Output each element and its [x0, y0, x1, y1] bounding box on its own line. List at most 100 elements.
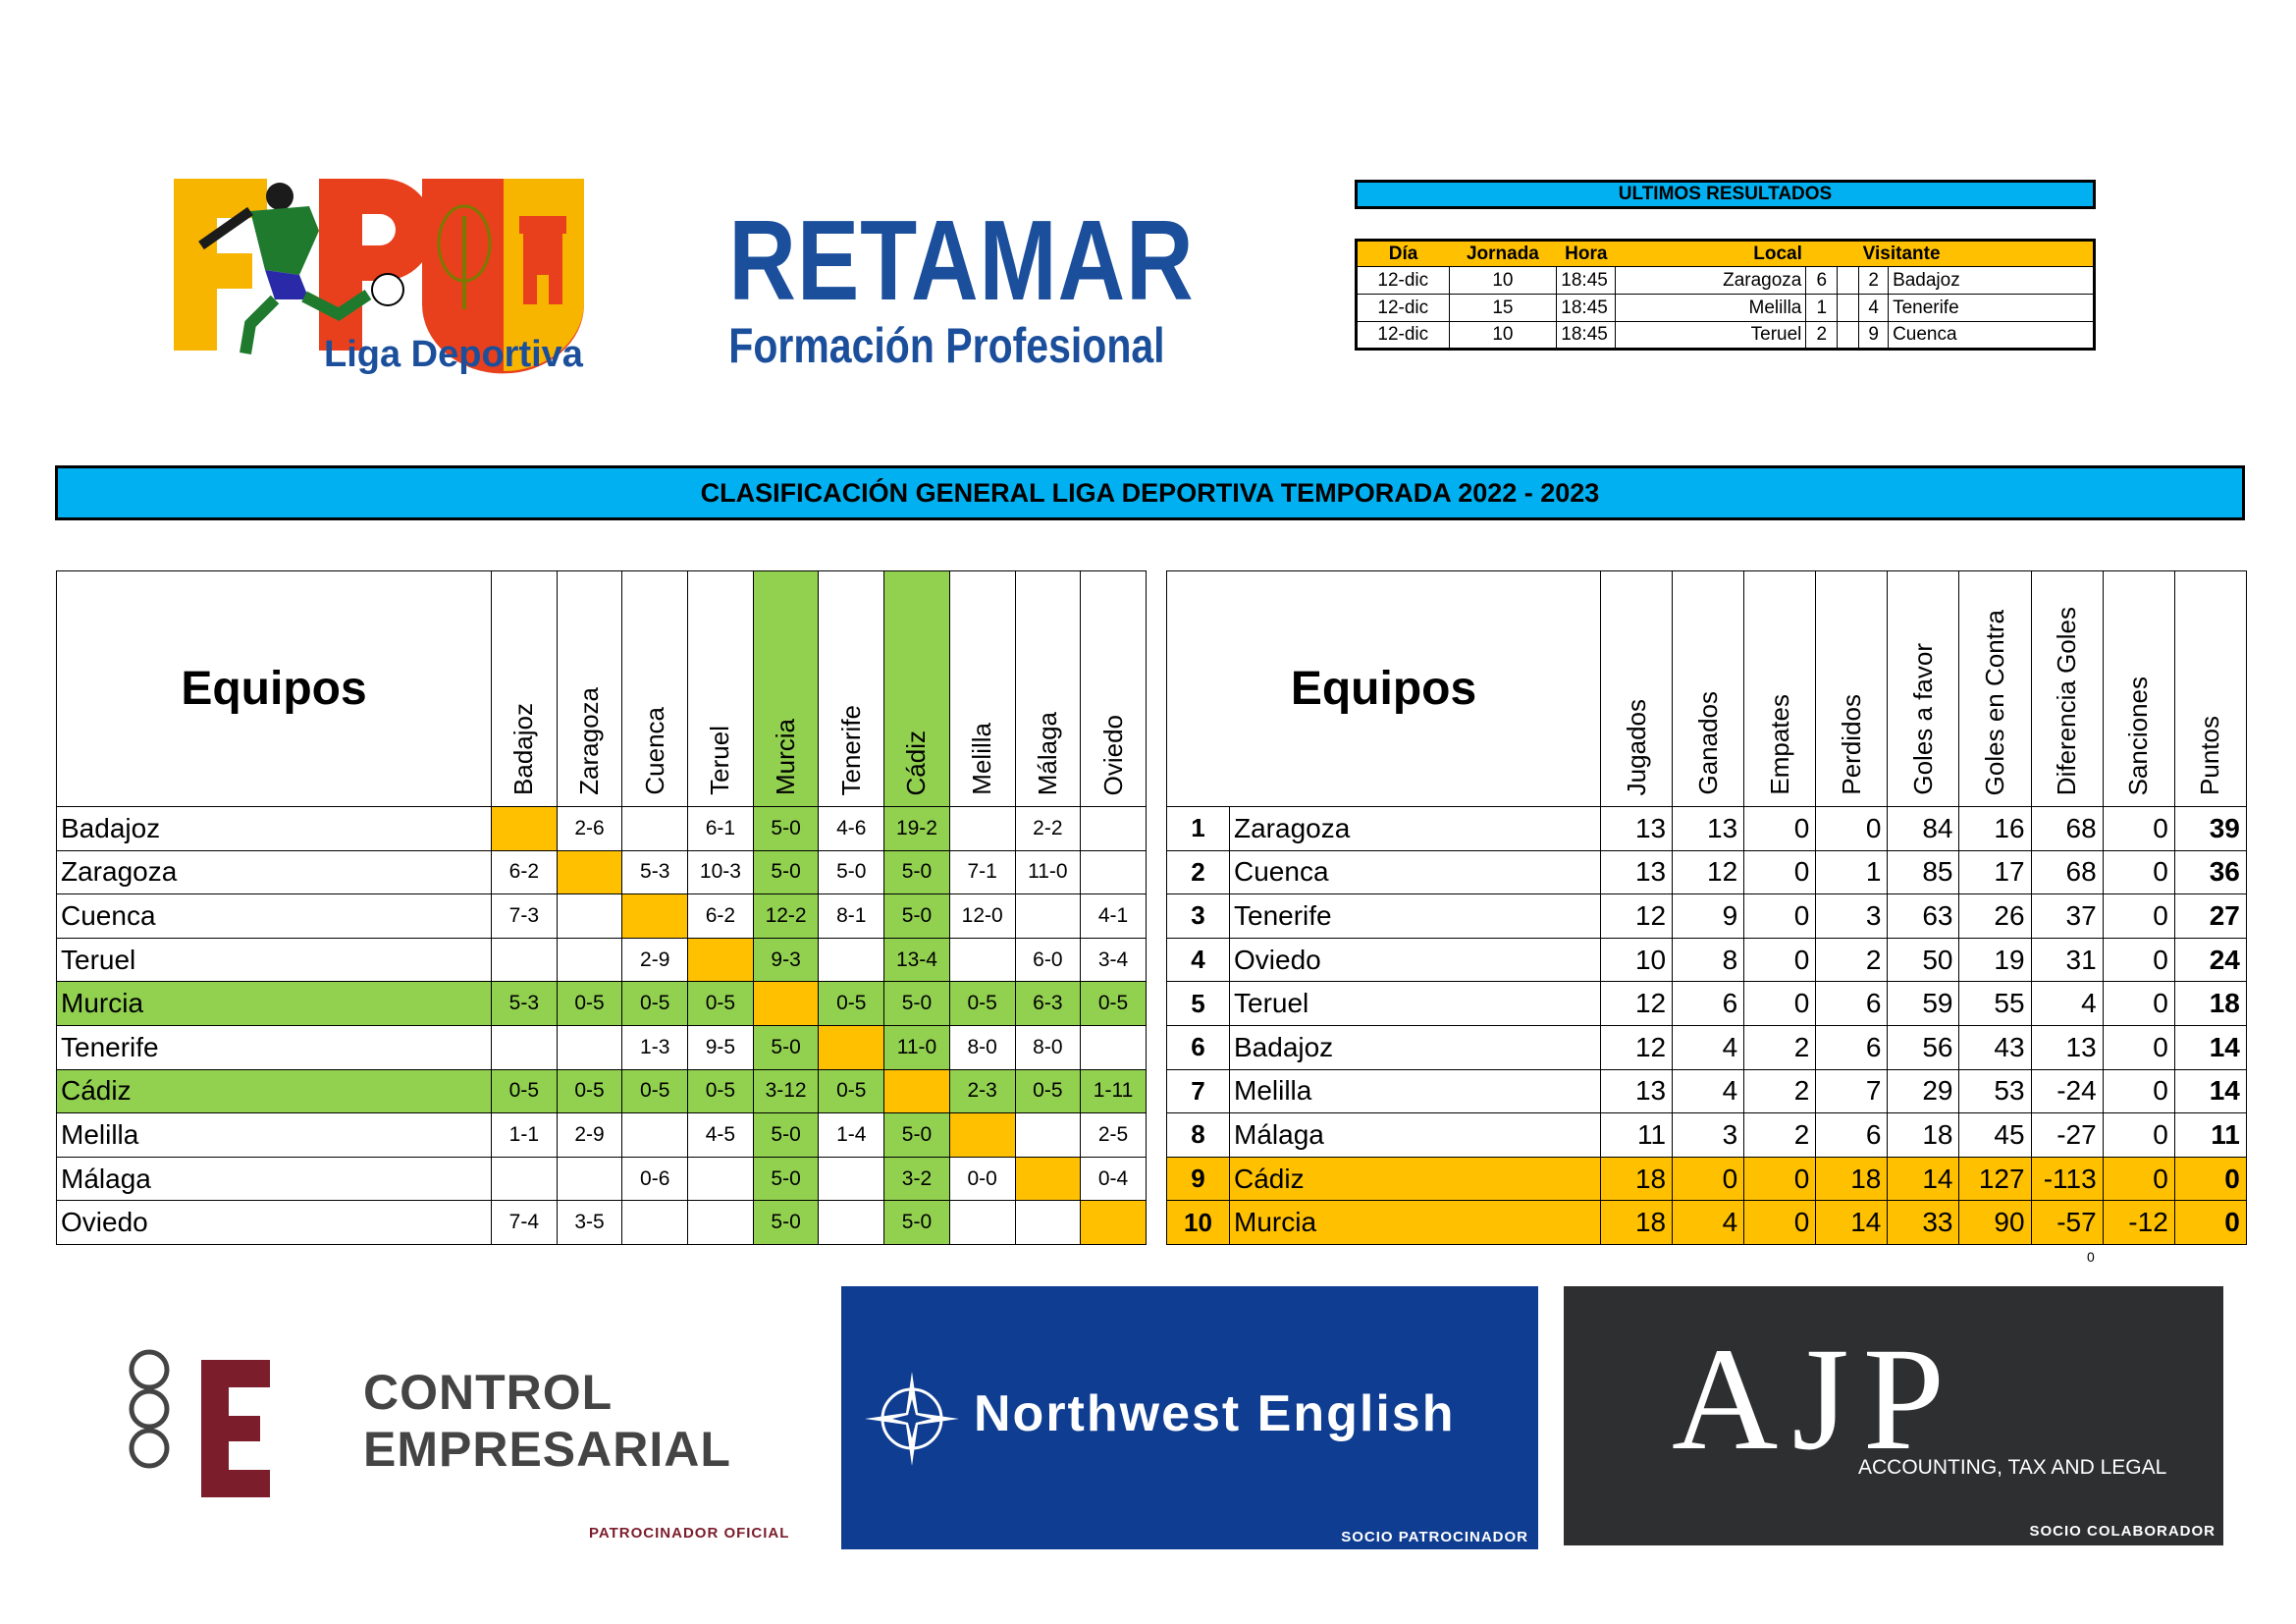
matrix-col-header: Melilla [948, 570, 1016, 807]
matrix-score: 9-3 [752, 937, 820, 983]
standings-value: 14 [2173, 1068, 2247, 1114]
matrix-score [818, 1200, 885, 1245]
standings-value: 53 [1958, 1068, 2032, 1114]
standings-row: 5 Teruel 12 6 0 6 59 55 4 0 18 [1166, 981, 2247, 1026]
standings-row: 4 Oviedo 10 8 0 2 50 19 31 0 24 [1166, 937, 2247, 983]
ultimos-row: 12-dic 15 18:45 Melilla 1 4 Tenerife [1355, 294, 2096, 322]
matrix-score [687, 1200, 754, 1245]
matrix-score: 8-0 [948, 1024, 1016, 1070]
standings-value: 27 [2173, 893, 2247, 939]
matrix-score [1014, 1156, 1082, 1202]
standings-row: 1 Zaragoza 13 13 0 0 84 16 68 0 39 [1166, 806, 2247, 851]
standings-position: 2 [1166, 849, 1230, 895]
matrix-score: 5-3 [491, 981, 558, 1026]
standings-value: 14 [1815, 1200, 1889, 1245]
matrix-score: 6-2 [687, 893, 754, 939]
matrix-col-label: Tenerife [835, 704, 866, 796]
standings-value: 0 [2102, 937, 2175, 983]
standings-value: 0 [2102, 1112, 2175, 1158]
matrix-score: 4-5 [687, 1112, 754, 1158]
matrix-score: 2-9 [556, 1112, 623, 1158]
matrix-col-label: Málaga [1032, 711, 1062, 795]
matrix-col-header: Cádiz [883, 570, 950, 807]
matrix-score: 3-2 [883, 1156, 950, 1202]
matrix-score: 5-0 [883, 893, 950, 939]
jornada: 10 [1448, 321, 1557, 351]
matrix-col-header: Badajoz [491, 570, 558, 807]
standings-col-header: Goles en Contra [1958, 570, 2032, 807]
matrix-header-row: Equipos Badajoz Zaragoza Cuenca Teruel Murci… [56, 570, 1147, 807]
standings-value: 9 [1672, 893, 1745, 939]
jornada: 10 [1448, 266, 1557, 295]
standings-value: 12 [1600, 893, 1674, 939]
ultimos-header-row: Día Jornada Hora Local Visitante [1355, 239, 2096, 267]
matrix-score: 6-0 [1014, 937, 1082, 983]
standings-value: 43 [1958, 1024, 2032, 1070]
standings-value: 12 [1600, 1024, 1674, 1070]
standings-header-row: Equipos Jugados Ganados Empates Perdidos Gol… [1165, 570, 2247, 807]
standings-value: 63 [1887, 893, 1960, 939]
ajp-sponsor-label: SOCIO COLABORADOR [2029, 1523, 2216, 1540]
standings-value: 0 [2173, 1156, 2247, 1202]
ajp-tagline: ACCOUNTING, TAX AND LEGAL [1858, 1456, 2167, 1479]
northwest-sponsor-label: SOCIO PATROCINADOR [1341, 1529, 1528, 1545]
matrix-score: 0-5 [1014, 1068, 1082, 1114]
standings-col-label: Puntos [2195, 716, 2225, 795]
matrix-col-header: Tenerife [818, 570, 885, 807]
standings-col-label: Goles a favor [1907, 643, 1938, 795]
standings-value: 0 [1743, 1156, 1817, 1202]
standings-row: 6 Badajoz 12 4 2 6 56 43 13 0 14 [1166, 1024, 2247, 1070]
standings-footnote: 0 [2087, 1249, 2095, 1265]
local: Teruel [1615, 321, 1806, 351]
matrix-score: 0-5 [687, 981, 754, 1026]
matrix-score [948, 937, 1016, 983]
standings-value: 0 [2102, 806, 2175, 851]
standings-value: 0 [2102, 1156, 2175, 1202]
standings-table: Equipos Jugados Ganados Empates Perdidos Gol… [1165, 570, 2247, 1245]
standings-position: 5 [1166, 981, 1230, 1026]
matrix-col-label: Melilla [967, 723, 997, 795]
matrix-score: 2-3 [948, 1068, 1016, 1114]
matrix-score: 0-6 [621, 1156, 689, 1202]
matrix-score: 5-0 [883, 1200, 950, 1245]
visitante: Cuenca [1888, 321, 2096, 351]
standings-position: 1 [1166, 806, 1230, 851]
matrix-score: 1-4 [818, 1112, 885, 1158]
standings-value: 68 [2030, 806, 2104, 851]
hora: 18:45 [1556, 266, 1616, 295]
standings-value: 0 [1672, 1156, 1745, 1202]
standings-value: 13 [2030, 1024, 2104, 1070]
matrix-score: 5-0 [818, 849, 885, 895]
matrix-score: 3-4 [1080, 937, 1147, 983]
matrix-score [818, 937, 885, 983]
standings-value: 12 [1600, 981, 1674, 1026]
standings-position: 10 [1166, 1200, 1230, 1245]
standings-value: 1 [1815, 849, 1889, 895]
standings-value: 18 [1815, 1156, 1889, 1202]
matrix-score [621, 893, 689, 939]
matrix-score: 2-5 [1080, 1112, 1147, 1158]
matrix-score [556, 849, 623, 895]
standings-value: 0 [2102, 849, 2175, 895]
standings-team: Teruel [1228, 981, 1602, 1026]
matrix-score [1014, 1112, 1082, 1158]
matrix-score [948, 806, 1016, 851]
matrix-score [1014, 1200, 1082, 1245]
ajp-logo: AJP ACCOUNTING, TAX AND LEGAL SOCIO COLA… [1564, 1286, 2223, 1545]
matrix-team: Zaragoza [56, 849, 492, 895]
standings-position: 3 [1166, 893, 1230, 939]
standings-col-header: Diferencia Goles [2030, 570, 2104, 807]
matrix-score [948, 1112, 1016, 1158]
standings-value: 18 [1887, 1112, 1960, 1158]
matrix-col-header: Cuenca [621, 570, 689, 807]
matrix-score: 0-5 [1080, 981, 1147, 1026]
jornada: 15 [1448, 294, 1557, 322]
matrix-team: Málaga [56, 1156, 492, 1202]
standings-value: 85 [1887, 849, 1960, 895]
standings-col-label: Jugados [1621, 698, 1651, 795]
matrix-score: 5-0 [883, 1112, 950, 1158]
control-empresarial-logo: CONTROL EMPRESARIAL [118, 1345, 805, 1532]
standings-value: 4 [1672, 1200, 1745, 1245]
matrix-score: 0-5 [556, 1068, 623, 1114]
standings-value: 10 [1600, 937, 1674, 983]
